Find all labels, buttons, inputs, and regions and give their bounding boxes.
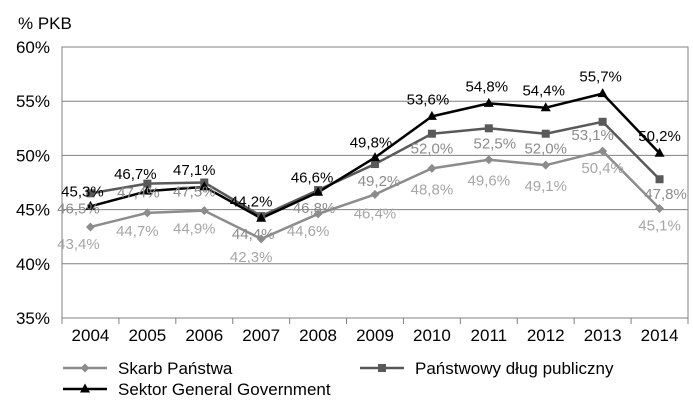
y-tick-label: 50% xyxy=(16,146,50,165)
data-label: 45,3% xyxy=(61,183,104,200)
data-label: 45,1% xyxy=(638,218,681,235)
data-label: 55,7% xyxy=(579,69,622,86)
data-labels: 43,4% 44,7% 44,9% 42,3% 44,6% 46,4% 48,8% 49,6%… xyxy=(57,69,687,266)
square-marker xyxy=(378,364,386,372)
square-marker xyxy=(427,129,436,138)
triangle-marker xyxy=(199,181,210,191)
data-label: 44,6% xyxy=(287,223,330,240)
data-label: 49,6% xyxy=(468,173,511,190)
data-label: 44,4% xyxy=(232,226,275,243)
diamond-marker xyxy=(370,189,380,199)
square-marker xyxy=(86,189,95,198)
data-label: 52,5% xyxy=(474,135,517,152)
triangle-marker xyxy=(370,152,380,162)
x-tick-label: 2012 xyxy=(527,326,565,345)
plot-border xyxy=(61,46,689,319)
square-marker xyxy=(541,129,550,138)
data-label: 49,1% xyxy=(524,178,567,195)
data-label: 47,1% xyxy=(173,162,216,179)
x-tick-label: 2005 xyxy=(128,326,166,345)
diamond-marker xyxy=(484,155,494,165)
data-label: 48,8% xyxy=(411,181,454,198)
data-label: 52,0% xyxy=(411,141,454,158)
triangle-marker xyxy=(654,147,665,157)
x-tick-label: 2004 xyxy=(72,326,110,345)
data-label: 53,1% xyxy=(571,127,614,144)
square-marker xyxy=(598,117,607,126)
triangle-marker xyxy=(85,200,96,210)
data-label: 46,7% xyxy=(114,166,157,183)
x-tick-label: 2010 xyxy=(413,326,451,345)
data-label: 46,6% xyxy=(291,169,334,186)
data-label: 47,5% xyxy=(173,184,216,201)
y-tick-label: 45% xyxy=(16,201,50,220)
data-label: 44,7% xyxy=(116,223,159,240)
y-tick-label: 55% xyxy=(16,92,50,111)
triangle-marker xyxy=(80,383,90,393)
x-tick-label: 2013 xyxy=(584,326,622,345)
y-axis-title: % PKB xyxy=(18,14,72,33)
data-label: 44,2% xyxy=(230,193,273,210)
square-marker xyxy=(371,160,379,169)
legend-label: Państwowy dług publiczny xyxy=(415,359,614,378)
diamond-marker xyxy=(598,146,608,156)
data-label: 47,4% xyxy=(117,185,160,202)
x-tick-label: 2008 xyxy=(299,326,337,345)
x-tick-label: 2014 xyxy=(641,326,679,345)
square-marker xyxy=(143,179,152,188)
square-marker xyxy=(655,175,664,184)
diamond-marker xyxy=(80,363,90,373)
data-label: 46,8% xyxy=(293,200,336,217)
data-label: 50,4% xyxy=(581,160,624,177)
triangle-marker xyxy=(313,186,324,196)
legend: Skarb Państwa Państwowy dług publiczny Sek… xyxy=(63,359,614,399)
square-marker xyxy=(484,124,493,133)
data-label: 44,9% xyxy=(173,221,216,238)
x-tick-label: 2009 xyxy=(356,326,394,345)
diamond-marker xyxy=(427,163,437,173)
data-label: 53,6% xyxy=(407,91,450,108)
data-label: 46,5% xyxy=(57,200,100,217)
series-markers xyxy=(85,88,665,244)
data-label: 50,2% xyxy=(638,128,681,145)
legend-label: Sektor General Government xyxy=(118,380,331,399)
triangle-marker xyxy=(256,212,267,222)
diamond-marker xyxy=(313,209,323,219)
triangle-marker xyxy=(426,110,437,120)
y-tick-label: 60% xyxy=(16,38,50,57)
legend-label: Skarb Państwa xyxy=(118,359,233,378)
x-tick-label: 2011 xyxy=(471,326,508,345)
data-label: 47,8% xyxy=(644,186,687,203)
data-label: 52,0% xyxy=(524,141,567,158)
diamond-marker xyxy=(256,234,266,244)
y-tick-label: 35% xyxy=(16,309,50,328)
data-label: 46,4% xyxy=(354,205,397,222)
plot-frame xyxy=(61,46,689,319)
diamond-marker xyxy=(142,208,152,218)
data-label: 49,2% xyxy=(358,173,401,190)
x-axis-ticks: 2004 2005 2006 2007 2008 2009 2010 2011 2012 2013… xyxy=(61,318,689,345)
diamond-marker xyxy=(85,222,95,232)
triangle-marker xyxy=(483,97,494,107)
y-axis-ticks: 35% 40% 45% 50% 55% 60% xyxy=(16,38,50,328)
data-label: 54,8% xyxy=(466,78,509,95)
data-label: 42,3% xyxy=(230,249,273,266)
triangle-marker xyxy=(540,102,551,112)
x-tick-label: 2007 xyxy=(242,326,280,345)
diamond-marker xyxy=(541,160,551,170)
data-label: 43,4% xyxy=(57,236,100,253)
data-label: 49,8% xyxy=(350,135,393,152)
triangle-marker xyxy=(597,88,608,98)
y-tick-label: 40% xyxy=(16,255,50,274)
triangle-marker xyxy=(142,185,153,195)
x-tick-label: 2006 xyxy=(185,326,223,345)
data-label: 54,4% xyxy=(522,83,565,100)
diamond-marker xyxy=(655,204,665,214)
diamond-marker xyxy=(199,206,209,216)
